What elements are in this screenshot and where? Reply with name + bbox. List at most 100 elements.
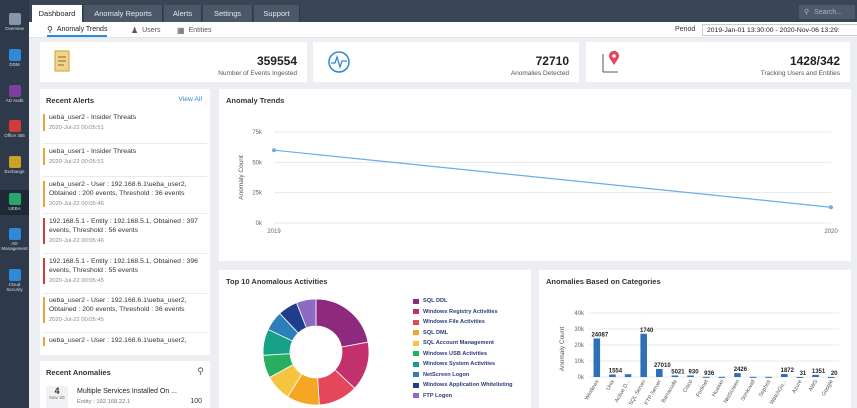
alert-text: 192.168.5.1 - Entity : 192.168.5.1, Obta… <box>49 258 198 274</box>
alert-item[interactable]: ueba_user2 - User : 192.168.6.1\ueba_use… <box>43 181 207 207</box>
legend-swatch <box>413 351 419 356</box>
anomalies-detected-value: 72710 <box>535 54 569 68</box>
legend-swatch <box>413 382 419 388</box>
y-tick-label: 75k <box>252 130 263 136</box>
subtab-label: Anomaly Trends <box>56 26 108 33</box>
y-tick-label: 10k <box>574 359 585 365</box>
y-tick-label: 30k <box>574 327 585 333</box>
donut-slice <box>295 298 317 329</box>
bar <box>656 368 663 377</box>
nav-item-ad-management[interactable]: AD Management <box>0 225 29 255</box>
alert-item[interactable]: ueba_user2 - User : 192.168.6.1\ueba_use… <box>43 297 207 323</box>
grid-icon <box>8 13 21 25</box>
categories-bar-chart: 0k 10k 20k 30k 40k Anomaly Count 24087 Windows 1… <box>559 311 839 407</box>
period-label: Period <box>675 26 696 33</box>
alert-item[interactable]: ueba_user1 - Insider Threats 2020-Jul-22… <box>43 148 207 165</box>
legend-item[interactable]: SQL DML <box>413 330 448 336</box>
legend-swatch <box>413 340 419 346</box>
x-tick-label: Google <box>821 379 835 397</box>
legend-item[interactable]: Windows USB Activities <box>413 351 487 357</box>
nav-item-ad-audit[interactable]: AD Audit <box>0 82 29 107</box>
subtab-entities[interactable]: ▦ Entities <box>177 24 212 37</box>
legend-label: SQL Account Management <box>423 340 494 346</box>
divider <box>43 143 207 144</box>
nav-item-cloud-security[interactable]: Cloud Security <box>0 266 29 296</box>
trend-icon: ⚲ <box>47 25 53 34</box>
anomaly-date-badge: 4 Nov 20 <box>46 386 68 408</box>
bar <box>702 376 710 378</box>
tab-support[interactable]: Support <box>254 5 300 22</box>
legend-label: Windows File Activities <box>423 319 485 325</box>
shield-icon <box>8 49 21 61</box>
alert-item[interactable]: 192.168.5.1 - Entity : 192.168.5.1, Obta… <box>43 218 207 244</box>
bar <box>765 376 772 378</box>
bar <box>593 338 601 377</box>
anomaly-day: 4 <box>54 386 60 396</box>
bar-value-label: 27010 <box>654 363 671 369</box>
x-tick-label: Huawei <box>711 379 725 398</box>
legend-item[interactable]: SQL DDL <box>413 298 447 304</box>
bar <box>796 376 804 378</box>
ueba-icon <box>8 193 21 205</box>
tab-alerts[interactable]: Alerts <box>164 5 202 22</box>
nav-item-ddm[interactable]: DDM <box>0 46 29 71</box>
divider <box>43 213 207 214</box>
legend-item[interactable]: Windows Registry Activities <box>413 309 498 315</box>
nav-item-label: UEBA <box>8 206 21 211</box>
left-nav: Overview DDM AD Audit Office 365 Exchange UEB… <box>0 0 29 408</box>
alert-item[interactable]: 192.168.5.1 - Entity : 192.168.5.1, Obta… <box>43 258 207 284</box>
x-tick-label: Sophos <box>758 379 773 398</box>
search-icon: ⚲ <box>804 9 810 16</box>
bar-value-label: 2426 <box>734 367 748 373</box>
alert-item[interactable]: ueba_user2 - User : 192.168.6.1\ueba_use… <box>43 337 207 346</box>
bar <box>812 374 819 377</box>
tab-dashboard[interactable]: Dashboard <box>32 5 83 22</box>
divider <box>43 176 207 177</box>
legend-label: Windows Application Whitelisting <box>423 382 513 388</box>
anomaly-title[interactable]: Multiple Services Installed On ... <box>77 388 177 395</box>
legend-item[interactable]: Windows System Activities <box>413 361 495 367</box>
magnifier-icon <box>8 85 21 97</box>
tab-anomaly-reports[interactable]: Anomaly Reports <box>84 5 163 22</box>
legend-label: NetScreen Logon <box>423 371 470 378</box>
x-tick-label: Sonicwall <box>740 379 757 402</box>
legend-label: Windows USB Activities <box>423 350 488 357</box>
nav-item-exchange[interactable]: Exchange <box>0 153 29 178</box>
categories-panel: Anomalies Based on Categories 0k 10k 20k 30… <box>539 270 851 408</box>
alert-date: 2020-Jul-22 00:05:46 <box>49 200 104 207</box>
x-tick-label: WatchGu... <box>769 379 788 406</box>
subtab-anomaly-trends[interactable]: ⚲ Anomaly Trends <box>47 24 108 37</box>
alert-text: ueba_user2 - User : 192.168.6.1\ueba_use… <box>49 181 187 197</box>
tab-settings[interactable]: Settings <box>203 5 253 22</box>
bar <box>671 375 679 377</box>
search-input[interactable]: ⚲ Search... <box>799 5 855 19</box>
pulse-magnifier-icon <box>328 51 350 73</box>
events-ingested-value: 359554 <box>256 54 297 68</box>
x-tick-label: Windows <box>584 379 600 402</box>
data-point <box>272 148 276 153</box>
location-pin-icon <box>602 51 619 73</box>
legend-item[interactable]: Windows File Activities <box>413 319 485 325</box>
y-axis-label: Anomaly Count <box>559 327 566 372</box>
recent-alerts-panel: Recent Alerts View All ueba_user2 - Insi… <box>40 89 210 355</box>
anomalies-detected-label: Anomalies Detected <box>510 70 569 77</box>
legend-item[interactable]: Windows Application Whitelisting <box>413 382 513 388</box>
stat-card-anomalies: 72710 Anomalies Detected <box>313 42 579 82</box>
view-all-link[interactable]: View All <box>178 96 202 103</box>
nav-item-office-365[interactable]: Office 365 <box>0 117 29 142</box>
y-tick-label: 50k <box>252 160 263 166</box>
legend-item[interactable]: NetScreen Logon <box>413 372 469 378</box>
period-selector[interactable]: 2019-Jan-01 13:30:00 - 2020-Nov-06 13:29… <box>702 24 857 36</box>
legend-item[interactable]: FTP Logon <box>413 393 452 399</box>
anomaly-trends-chart: 0k 25k 50k 75k Anomaly Count 2019 2020 <box>238 130 838 235</box>
bar <box>749 376 757 378</box>
nav-item-ueba[interactable]: UEBA <box>0 190 29 215</box>
search-icon[interactable]: ⚲ <box>197 366 204 376</box>
subtab-users[interactable]: ♟ Users <box>131 24 160 37</box>
legend-item[interactable]: SQL Account Management <box>413 340 494 346</box>
y-tick-label: 40k <box>574 311 585 317</box>
bar <box>827 376 835 378</box>
alert-text: 192.168.5.1 - Entity : 192.168.5.1, Obta… <box>49 218 198 234</box>
alert-item[interactable]: ueba_user2 - Insider Threats 2020-Jul-22… <box>43 114 207 131</box>
nav-item-overview[interactable]: Overview <box>0 10 29 35</box>
